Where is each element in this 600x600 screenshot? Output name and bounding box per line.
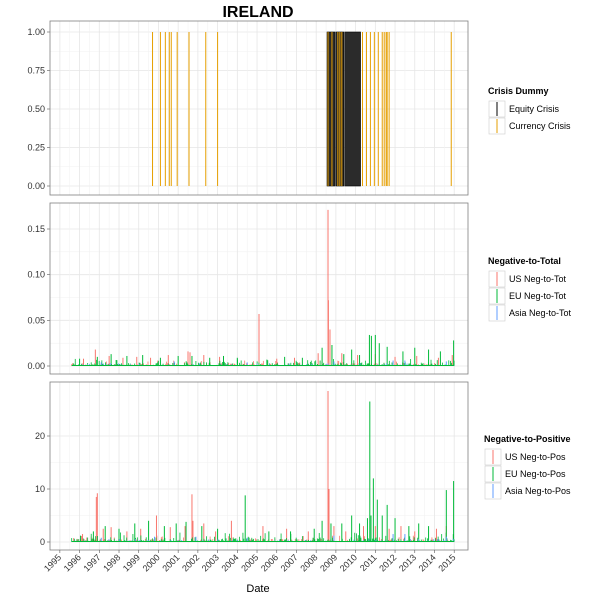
x-tick-label: 2004 <box>219 552 240 573</box>
legend-title: Crisis Dummy <box>488 86 549 96</box>
x-tick-label: 1998 <box>101 552 122 573</box>
x-tick-label: 2013 <box>397 552 418 573</box>
x-tick-label: 2012 <box>377 552 398 573</box>
y-tick-label: 0.25 <box>27 143 45 153</box>
y-tick-label: 10 <box>35 484 45 494</box>
legend-item-label: Asia Neg-to-Pos <box>505 486 571 496</box>
legend-item-label: Equity Crisis <box>509 104 560 114</box>
panel-background <box>50 382 468 550</box>
x-axis: 1995199619971998199920002001200220032004… <box>42 550 458 574</box>
y-tick-label: 0.15 <box>27 224 45 234</box>
legend-item-label: Asia Neg-to-Tot <box>509 308 572 318</box>
chart-title: IRELAND <box>222 4 293 21</box>
legend-item-label: US Neg-to-Pos <box>505 452 566 462</box>
x-tick-label: 1996 <box>62 552 83 573</box>
legend-item-label: US Neg-to-Tot <box>509 274 567 284</box>
x-tick-label: 2011 <box>358 552 379 573</box>
x-tick-label: 2008 <box>298 552 319 573</box>
x-tick-label: 2002 <box>180 552 201 573</box>
panel-background <box>50 21 468 195</box>
legend-title: Negative-to-Positive <box>484 434 571 444</box>
x-tick-label: 2005 <box>239 552 260 573</box>
panel-border <box>49 381 469 551</box>
negative-to-positive-legend: Negative-to-Positive US Neg-to-Pos EU Neg-… <box>484 434 571 500</box>
panel-border <box>49 202 469 375</box>
negative-to-positive-panel: 0 10 20 <box>35 381 469 551</box>
crisis-dummy-panel: 0.00 0.25 0.50 0.75 1.00 <box>27 20 469 196</box>
x-tick-label: 2014 <box>417 552 438 573</box>
x-tick-label: 1997 <box>81 552 102 573</box>
x-tick-label: 2006 <box>259 552 280 573</box>
legend-item-label: EU Neg-to-Tot <box>509 291 567 301</box>
negative-to-total-panel: 0.00 0.05 0.10 0.15 <box>27 202 469 375</box>
x-tick-label: 2007 <box>279 552 300 573</box>
x-axis-title: Date <box>246 583 269 595</box>
x-tick-label: 2001 <box>160 552 181 573</box>
equity-crisis-period <box>344 31 361 187</box>
x-tick-label: 2000 <box>141 552 162 573</box>
legend-item-label: EU Neg-to-Pos <box>505 469 566 479</box>
x-tick-label: 1995 <box>42 552 63 573</box>
y-tick-label: 20 <box>35 431 45 441</box>
y-tick-label: 1.00 <box>27 27 45 37</box>
y-tick-label: 0 <box>40 537 45 547</box>
equity-crisis-period <box>326 31 336 187</box>
y-tick-label: 0.00 <box>27 361 45 371</box>
x-tick-label: 2010 <box>338 552 359 573</box>
legend-title: Negative-to-Total <box>488 256 561 266</box>
crisis-dummy-legend: Crisis Dummy Equity Crisis Currency Crisis <box>488 86 571 135</box>
x-tick-label: 2015 <box>436 552 457 573</box>
y-tick-label: 0.00 <box>27 181 45 191</box>
y-tick-label: 0.50 <box>27 104 45 114</box>
panel-border <box>49 20 469 196</box>
x-tick-label: 1999 <box>121 552 142 573</box>
x-tick-label: 2009 <box>318 552 339 573</box>
x-tick-label: 2003 <box>200 552 221 573</box>
y-tick-label: 0.05 <box>27 315 45 325</box>
negative-to-total-legend: Negative-to-Total US Neg-to-Tot EU Neg-to-… <box>488 256 572 322</box>
y-tick-label: 0.10 <box>27 270 45 280</box>
legend-item-label: Currency Crisis <box>509 121 571 131</box>
y-tick-label: 0.75 <box>27 66 45 76</box>
